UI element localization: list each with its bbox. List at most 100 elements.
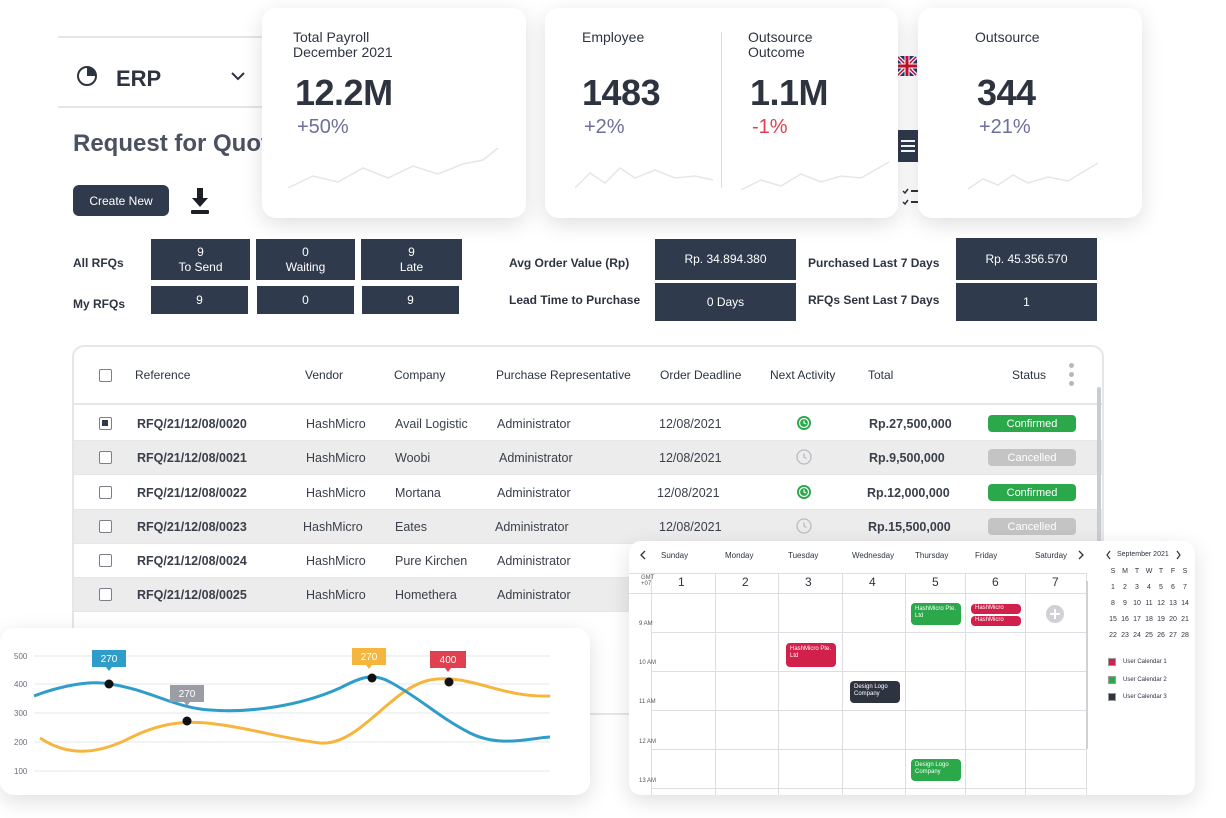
create-new-button[interactable]: Create New [73,185,169,216]
table-row[interactable]: RFQ/21/12/08/0022 HashMicro Mortana Admi… [74,476,1102,510]
clock-active-icon[interactable] [796,484,812,500]
mini-day[interactable]: 15 [1109,616,1117,623]
uk-flag-icon[interactable] [897,56,917,76]
outsource-outcome-sparkline [741,161,890,191]
next-week-icon[interactable] [1077,550,1085,560]
my-waiting-box[interactable]: 0 [257,286,354,314]
mini-day[interactable]: 17 [1133,616,1141,623]
header-reference[interactable]: Reference [135,368,191,382]
cell-reference[interactable]: RFQ/21/12/08/0021 [137,451,247,465]
my-late-box[interactable]: 9 [362,286,459,314]
cell-reference[interactable]: RFQ/21/12/08/0022 [137,486,247,500]
select-all-checkbox[interactable] [99,369,112,382]
date-number[interactable]: 4 [869,575,876,589]
date-number[interactable]: 3 [805,575,812,589]
calendar-event[interactable]: HashMicro [971,616,1021,626]
table-row[interactable]: RFQ/21/12/08/0021 HashMicro Woobi Admini… [74,441,1102,475]
chevron-down-icon[interactable] [230,70,246,82]
cell-total: Rp.15,500,000 [868,520,951,534]
row-checkbox[interactable] [99,451,112,464]
mini-day[interactable]: 25 [1145,632,1153,639]
calendar-event[interactable]: HashMicro [971,604,1021,614]
mini-day[interactable]: 4 [1147,584,1151,591]
mini-day[interactable]: 10 [1133,600,1141,607]
table-row[interactable]: RFQ/21/12/08/0024 HashMicro Pure Kirchen… [74,544,1102,578]
date-number[interactable]: 2 [742,575,749,589]
mini-day[interactable]: 27 [1169,632,1177,639]
date-number[interactable]: 6 [992,575,999,589]
header-vendor[interactable]: Vendor [305,368,344,382]
mini-day[interactable]: 13 [1169,600,1177,607]
module-switcher[interactable]: ERP [58,36,263,108]
mini-day[interactable]: 8 [1111,600,1115,607]
row-checkbox[interactable] [99,486,112,499]
mini-day[interactable]: 12 [1157,600,1165,607]
mini-day[interactable]: 18 [1145,616,1153,623]
header-next-activity[interactable]: Next Activity [770,368,836,382]
mini-day[interactable]: 16 [1121,616,1129,623]
header-order-deadline[interactable]: Order Deadline [660,368,742,382]
mini-day[interactable]: 5 [1159,584,1163,591]
my-to-send-box[interactable]: 9 [151,286,248,314]
header-status[interactable]: Status [1012,368,1047,382]
purchased-value: Rp. 45.356.570 [956,238,1097,280]
cell-reference[interactable]: RFQ/21/12/08/0024 [137,554,247,568]
calendar-event[interactable]: HashMicro Pte. Ltd [786,643,836,667]
waiting-box[interactable]: 0 Waiting [256,239,355,280]
download-icon[interactable] [188,186,212,216]
hamburger-menu-button[interactable] [896,130,920,162]
table-row[interactable]: RFQ/21/12/08/0020 HashMicro Avail Logist… [74,407,1102,441]
late-box[interactable]: 9 Late [361,239,462,280]
header-purchase-rep[interactable]: Purchase Representative [496,368,631,382]
time-label: 9 AM [639,621,653,627]
row-checkbox[interactable] [99,520,112,533]
clock-inactive-icon[interactable] [796,449,812,465]
column-options-icon[interactable] [1069,363,1075,387]
mini-day[interactable]: 20 [1169,616,1177,623]
mini-day[interactable]: 3 [1135,584,1139,591]
clock-inactive-icon[interactable] [796,518,812,534]
mini-day[interactable]: 23 [1121,632,1129,639]
payroll-sparkline [288,147,499,189]
mini-day[interactable]: 1 [1111,584,1115,591]
mini-day[interactable]: 11 [1145,600,1153,607]
cell-reference[interactable]: RFQ/21/12/08/0020 [137,417,247,431]
calendar-scrollbar[interactable] [1086,581,1088,749]
calendar-event[interactable]: Design Logo Company [911,759,961,781]
status-badge: Confirmed [988,415,1076,432]
calendar-event[interactable]: Design Logo Company [850,681,900,703]
table-row[interactable]: RFQ/21/12/08/0023 HashMicro Eates Admini… [74,510,1102,544]
mini-day[interactable]: 22 [1109,632,1117,639]
clock-active-icon[interactable] [796,415,812,431]
mini-day[interactable]: 14 [1181,600,1189,607]
calendar-event[interactable]: HashMicro Pte. Ltd [911,603,961,625]
mini-day[interactable]: 9 [1123,600,1127,607]
mini-day[interactable]: 28 [1181,632,1189,639]
mini-day[interactable]: 2 [1123,584,1127,591]
mini-next-icon[interactable] [1175,550,1182,560]
date-number[interactable]: 1 [678,575,685,589]
row-checkbox[interactable] [99,588,112,601]
late-count: 9 [408,244,415,259]
mini-day[interactable]: 24 [1133,632,1141,639]
row-checkbox[interactable] [99,417,112,430]
to-send-box[interactable]: 9 To Send [151,239,250,280]
date-number[interactable]: 5 [932,575,939,589]
mini-day[interactable]: 7 [1183,584,1187,591]
add-event-icon[interactable] [1045,604,1065,624]
row-checkbox[interactable] [99,554,112,567]
header-company[interactable]: Company [394,368,446,382]
employee-label: Employee [582,29,645,45]
cell-reference[interactable]: RFQ/21/12/08/0023 [137,520,247,534]
checklist-icon[interactable] [902,186,920,208]
header-total[interactable]: Total [868,368,894,382]
mini-day[interactable]: 6 [1171,584,1175,591]
mini-prev-icon[interactable] [1105,550,1112,560]
cell-reference[interactable]: RFQ/21/12/08/0025 [137,588,247,602]
prev-week-icon[interactable] [639,550,647,560]
mini-day[interactable]: 21 [1181,616,1189,623]
table-scrollbar[interactable] [1097,387,1101,567]
mini-day[interactable]: 19 [1157,616,1165,623]
date-number[interactable]: 7 [1052,575,1059,589]
mini-day[interactable]: 26 [1157,632,1165,639]
